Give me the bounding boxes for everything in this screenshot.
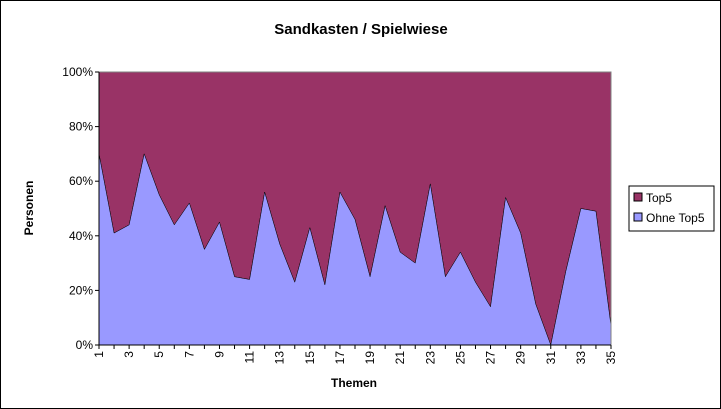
x-tick-label: 19 bbox=[363, 351, 377, 365]
x-tick-label: 23 bbox=[423, 351, 437, 365]
x-tick-label: 13 bbox=[273, 351, 287, 365]
x-tick-label: 21 bbox=[393, 351, 407, 365]
x-tick-label: 35 bbox=[604, 351, 618, 365]
y-axis-title: Personen bbox=[22, 181, 36, 236]
area-series-ohne-top5 bbox=[98, 152, 612, 346]
chart-title: Sandkasten / Spielwiese bbox=[274, 21, 447, 38]
x-tick-label: 5 bbox=[152, 351, 166, 358]
y-tick-label: 20% bbox=[69, 283, 93, 297]
y-tick-label: 80% bbox=[69, 120, 93, 134]
legend-box bbox=[628, 185, 715, 232]
legend-label-top5: Top5 bbox=[646, 191, 672, 205]
y-tick-label: 0% bbox=[76, 338, 94, 352]
legend: Top5 Ohne Top5 bbox=[628, 185, 715, 232]
x-tick-label: 17 bbox=[333, 351, 347, 365]
plot-area bbox=[98, 71, 612, 346]
x-tick-label: 15 bbox=[303, 351, 317, 365]
x-axis-ticks: 1 3 5 7 9 11 13 15 17 19 21 23 25 27 29 31 33 35 bbox=[92, 345, 618, 364]
x-tick-label: 7 bbox=[182, 351, 196, 358]
y-tick-label: 100% bbox=[62, 65, 93, 79]
x-tick-label: 3 bbox=[122, 351, 136, 358]
x-tick-label: 29 bbox=[514, 351, 528, 365]
legend-label-ohne-top5: Ohne Top5 bbox=[646, 211, 705, 225]
y-axis-ticks: 0% 20% 40% 60% 80% 100% bbox=[62, 65, 99, 352]
x-tick-label: 27 bbox=[484, 351, 498, 365]
legend-swatch-top5 bbox=[633, 192, 643, 202]
x-tick-label: 9 bbox=[212, 351, 226, 358]
x-tick-label: 31 bbox=[544, 351, 558, 365]
x-tick-label: 1 bbox=[92, 351, 106, 358]
y-tick-label: 60% bbox=[69, 174, 93, 188]
legend-swatch-ohne-top5 bbox=[633, 212, 643, 222]
x-axis-title: Themen bbox=[331, 376, 377, 390]
y-tick-label: 40% bbox=[69, 229, 93, 243]
x-tick-label: 11 bbox=[243, 351, 257, 364]
x-tick-label: 33 bbox=[574, 351, 588, 365]
x-tick-label: 25 bbox=[453, 351, 467, 365]
